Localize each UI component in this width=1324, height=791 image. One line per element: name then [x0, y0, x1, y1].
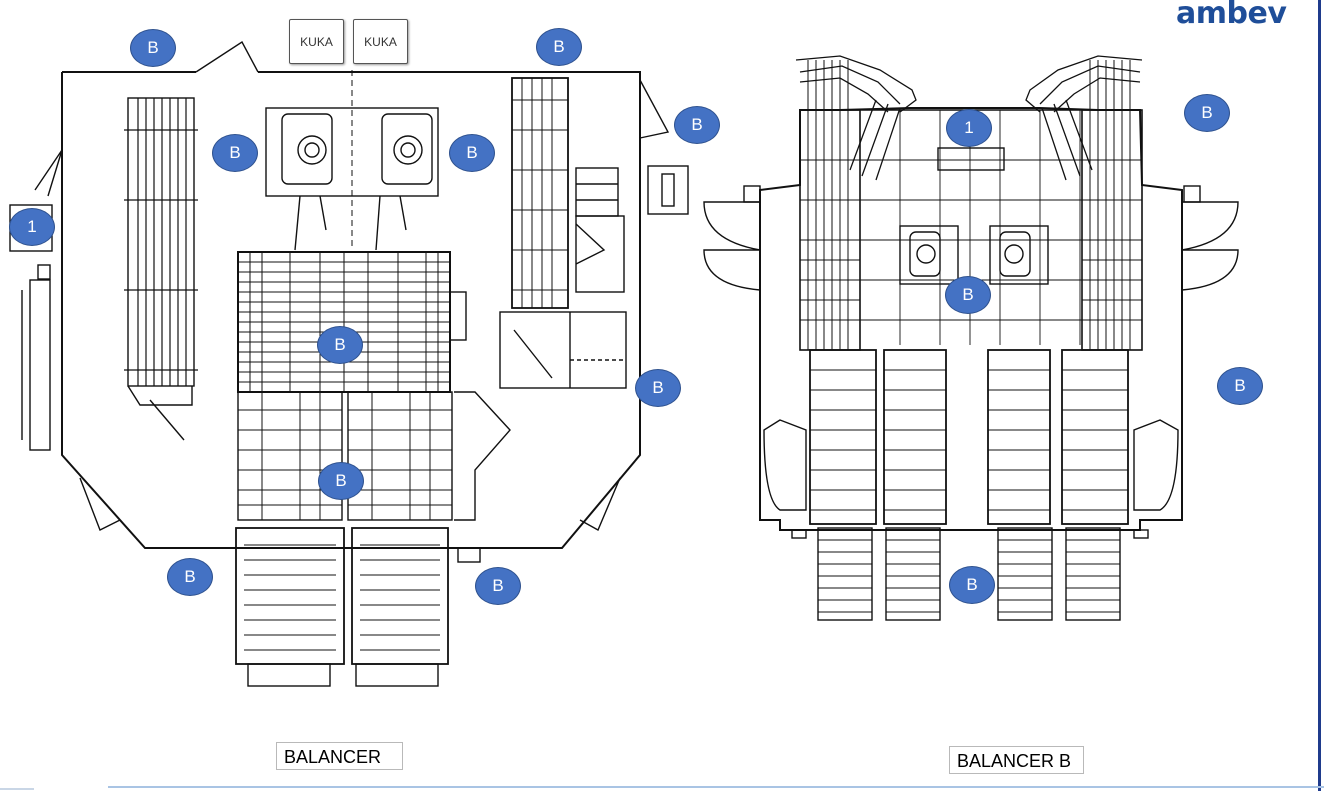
marker-badge: 1 — [9, 208, 55, 246]
balancer-drawing — [9, 40, 689, 687]
marker-badge: B — [635, 369, 681, 407]
marker-badge: B — [1184, 94, 1230, 132]
bottom-border-rule — [108, 786, 1324, 788]
kuka-controller-box: KUKA — [289, 19, 344, 64]
marker-badge: B — [949, 566, 995, 604]
right-border-rule — [1318, 0, 1321, 791]
bottom-border-rule — [0, 788, 34, 790]
kuka-controller-box: KUKA — [353, 19, 408, 64]
marker-badge: 1 — [946, 109, 992, 147]
marker-badge: B — [317, 326, 363, 364]
marker-badge: B — [212, 134, 258, 172]
marker-badge: B — [318, 462, 364, 500]
marker-badge: B — [130, 29, 176, 67]
marker-badge: B — [475, 567, 521, 605]
ambev-logo: ambev — [1176, 0, 1287, 31]
balancer-caption: BALANCER — [276, 742, 403, 770]
marker-badge: B — [945, 276, 991, 314]
marker-badge: B — [536, 28, 582, 66]
balancer-b-drawing — [703, 55, 1239, 621]
marker-badge: B — [449, 134, 495, 172]
marker-badge: B — [1217, 367, 1263, 405]
marker-badge: B — [674, 106, 720, 144]
balancer-b-caption: BALANCER B — [949, 746, 1084, 774]
marker-badge: B — [167, 558, 213, 596]
